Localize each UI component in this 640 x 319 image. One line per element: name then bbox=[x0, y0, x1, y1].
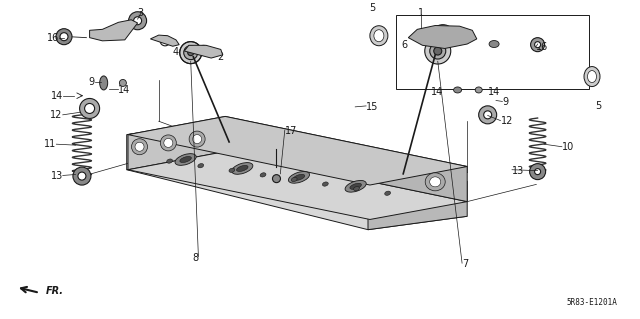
Polygon shape bbox=[225, 116, 467, 202]
Text: 2: 2 bbox=[218, 52, 224, 63]
Text: 4: 4 bbox=[173, 47, 179, 57]
Ellipse shape bbox=[374, 30, 384, 42]
Polygon shape bbox=[150, 35, 179, 46]
Polygon shape bbox=[128, 116, 225, 170]
Text: 12: 12 bbox=[500, 116, 513, 126]
Circle shape bbox=[60, 33, 68, 41]
Circle shape bbox=[431, 25, 455, 49]
Circle shape bbox=[79, 99, 100, 118]
Text: 9: 9 bbox=[88, 77, 95, 87]
Circle shape bbox=[425, 38, 451, 64]
Polygon shape bbox=[408, 26, 477, 48]
Ellipse shape bbox=[175, 154, 196, 165]
Circle shape bbox=[479, 106, 497, 124]
Text: 5: 5 bbox=[595, 101, 602, 111]
Ellipse shape bbox=[323, 182, 328, 186]
Polygon shape bbox=[128, 152, 467, 219]
Text: 7: 7 bbox=[462, 259, 468, 269]
Ellipse shape bbox=[370, 26, 388, 46]
Text: 12: 12 bbox=[51, 110, 63, 121]
Ellipse shape bbox=[588, 70, 596, 83]
Text: 3: 3 bbox=[138, 8, 144, 18]
Ellipse shape bbox=[189, 131, 205, 147]
Circle shape bbox=[430, 43, 446, 59]
Polygon shape bbox=[127, 121, 225, 170]
Circle shape bbox=[200, 48, 207, 53]
Circle shape bbox=[534, 42, 541, 48]
Circle shape bbox=[440, 34, 446, 40]
Polygon shape bbox=[368, 181, 467, 230]
Ellipse shape bbox=[198, 164, 204, 168]
Ellipse shape bbox=[132, 139, 148, 155]
Polygon shape bbox=[128, 116, 467, 185]
Text: 13: 13 bbox=[51, 171, 63, 181]
Text: 14: 14 bbox=[431, 87, 443, 97]
Circle shape bbox=[78, 172, 86, 180]
Ellipse shape bbox=[385, 191, 390, 195]
Ellipse shape bbox=[232, 163, 253, 174]
Ellipse shape bbox=[237, 166, 248, 171]
Bar bbox=[396, 15, 589, 89]
Circle shape bbox=[484, 111, 492, 119]
Ellipse shape bbox=[229, 168, 235, 172]
Ellipse shape bbox=[160, 135, 177, 151]
Ellipse shape bbox=[289, 172, 310, 183]
Circle shape bbox=[436, 30, 450, 44]
Circle shape bbox=[188, 50, 194, 56]
Text: 17: 17 bbox=[285, 126, 297, 136]
Ellipse shape bbox=[454, 87, 461, 93]
Ellipse shape bbox=[429, 177, 441, 187]
Text: 15: 15 bbox=[366, 102, 378, 112]
Text: 14: 14 bbox=[51, 91, 63, 101]
Text: 16: 16 bbox=[47, 33, 59, 43]
Circle shape bbox=[73, 167, 91, 185]
Text: 16: 16 bbox=[536, 42, 548, 52]
Text: 5R83-E1201A: 5R83-E1201A bbox=[567, 298, 618, 307]
Polygon shape bbox=[184, 45, 223, 58]
Text: 5: 5 bbox=[369, 3, 376, 13]
Ellipse shape bbox=[166, 159, 173, 163]
Circle shape bbox=[180, 42, 202, 63]
Text: 6: 6 bbox=[401, 40, 408, 50]
Ellipse shape bbox=[260, 173, 266, 177]
Text: FR.: FR. bbox=[46, 286, 64, 296]
Text: 1: 1 bbox=[418, 8, 424, 18]
Ellipse shape bbox=[345, 181, 366, 192]
Text: 11: 11 bbox=[44, 139, 56, 149]
Text: 13: 13 bbox=[512, 166, 524, 176]
Circle shape bbox=[56, 29, 72, 45]
Circle shape bbox=[434, 47, 442, 55]
Ellipse shape bbox=[120, 79, 126, 86]
Ellipse shape bbox=[193, 135, 202, 144]
Ellipse shape bbox=[100, 76, 108, 90]
Polygon shape bbox=[90, 20, 138, 41]
Circle shape bbox=[534, 169, 541, 174]
Text: 14: 14 bbox=[488, 87, 500, 97]
Circle shape bbox=[134, 17, 141, 25]
Circle shape bbox=[198, 45, 209, 56]
Ellipse shape bbox=[135, 142, 144, 151]
Circle shape bbox=[129, 12, 147, 30]
Polygon shape bbox=[127, 156, 467, 230]
Text: 14: 14 bbox=[118, 85, 131, 95]
Circle shape bbox=[273, 174, 280, 183]
Ellipse shape bbox=[584, 67, 600, 86]
Ellipse shape bbox=[353, 187, 360, 191]
Circle shape bbox=[160, 36, 170, 46]
Ellipse shape bbox=[291, 177, 297, 182]
Circle shape bbox=[184, 46, 198, 60]
Ellipse shape bbox=[489, 41, 499, 48]
Ellipse shape bbox=[164, 138, 173, 147]
Circle shape bbox=[531, 38, 545, 52]
Circle shape bbox=[84, 103, 95, 114]
Ellipse shape bbox=[293, 174, 305, 180]
Ellipse shape bbox=[350, 183, 362, 189]
Text: 8: 8 bbox=[192, 253, 198, 263]
Ellipse shape bbox=[476, 87, 482, 93]
Circle shape bbox=[530, 164, 545, 180]
Text: 10: 10 bbox=[562, 142, 574, 152]
Ellipse shape bbox=[180, 157, 191, 162]
Ellipse shape bbox=[425, 173, 445, 191]
Text: 9: 9 bbox=[502, 97, 509, 107]
